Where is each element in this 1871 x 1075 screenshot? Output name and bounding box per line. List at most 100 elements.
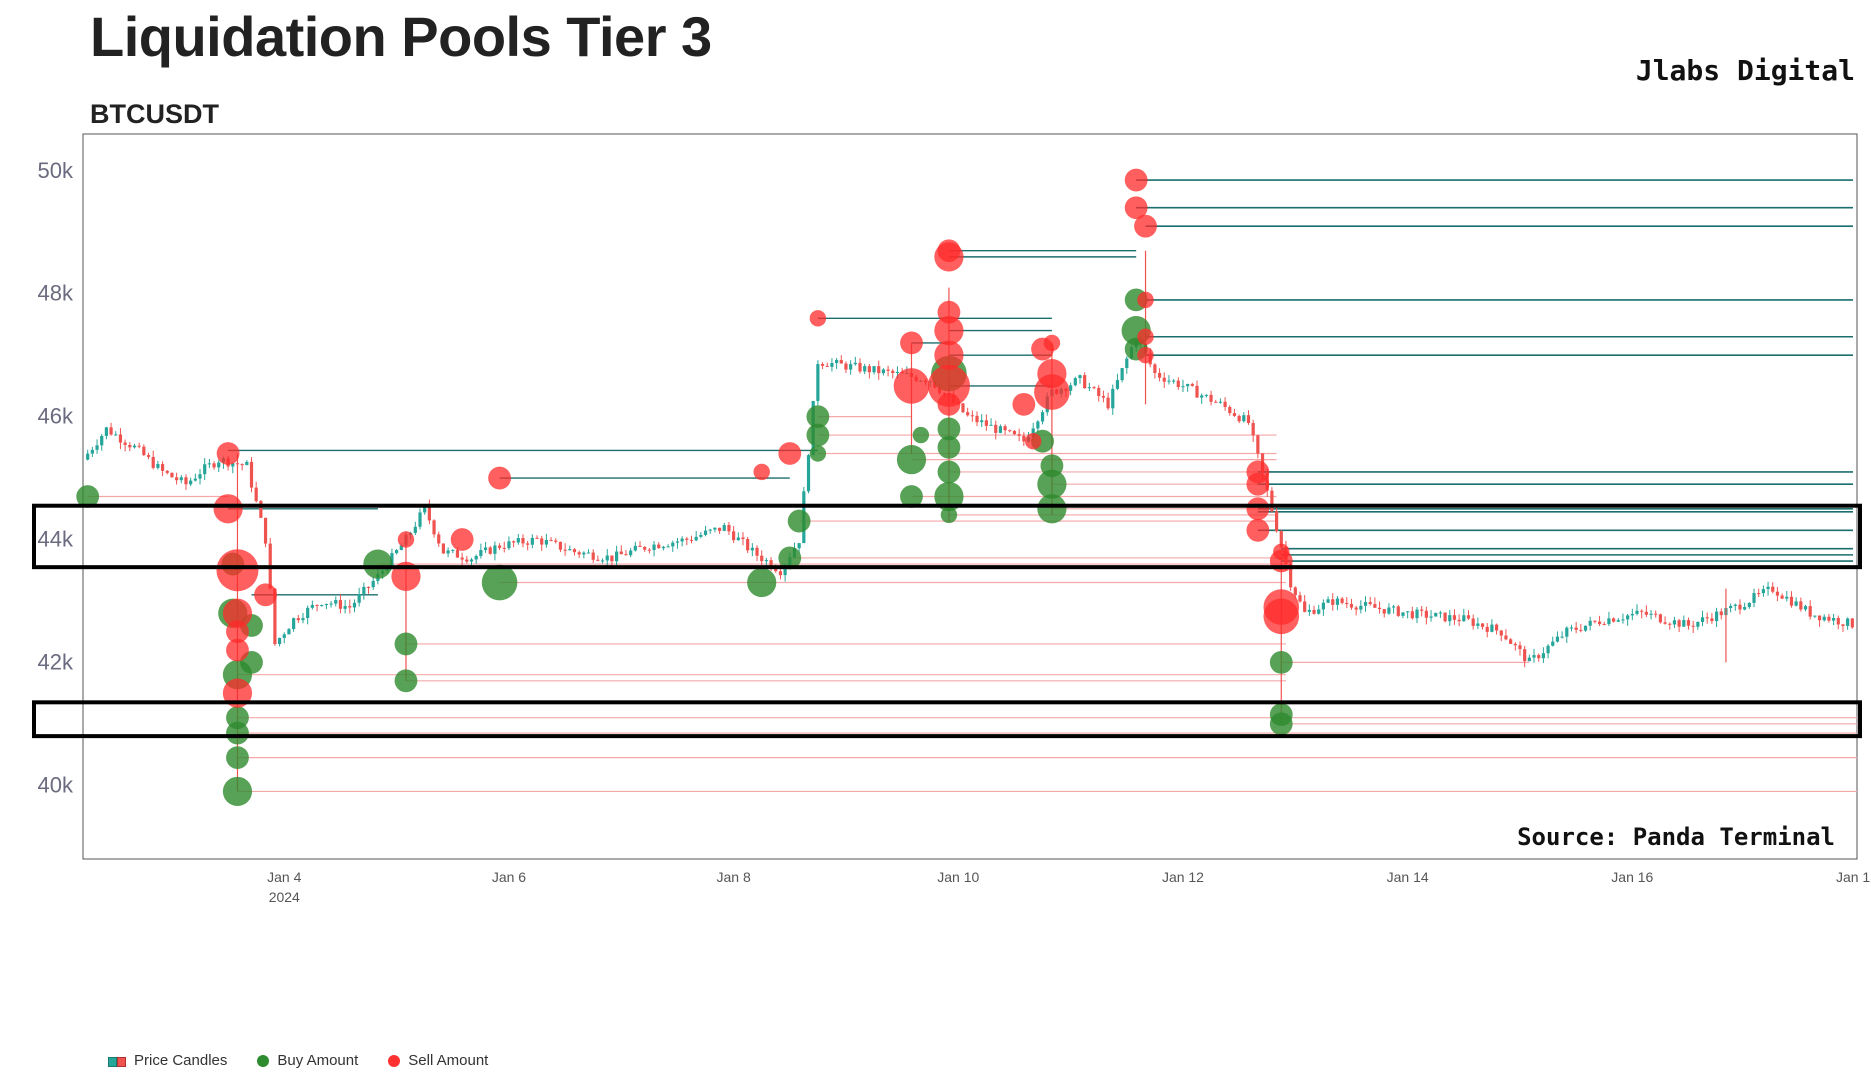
sell-bubble <box>216 442 240 465</box>
candle-body <box>1509 639 1513 644</box>
candle-body <box>652 544 656 551</box>
candle-body <box>198 474 202 479</box>
candle-body <box>418 512 422 527</box>
candle-body <box>1738 604 1742 610</box>
candle-body <box>1654 613 1658 615</box>
candle-body <box>1700 617 1705 622</box>
candle-body <box>1523 649 1527 662</box>
legend-label: Price Candles <box>134 1052 228 1069</box>
candle-body <box>1345 602 1349 604</box>
candle-body <box>469 559 474 562</box>
buy-bubble <box>394 632 418 656</box>
candle-body <box>240 464 244 466</box>
sell-bubble <box>753 463 770 481</box>
candle-body <box>1040 412 1045 422</box>
candle-body <box>1340 598 1344 603</box>
candle-body <box>432 520 436 535</box>
sell-bubble <box>1024 433 1042 450</box>
legend-item-price-candles[interactable]: Price Candles <box>106 1052 227 1069</box>
candle-body <box>1691 625 1695 627</box>
x-tick-label: Jan 14 <box>1387 869 1429 885</box>
candle-body <box>324 603 328 606</box>
candle-body <box>1541 653 1545 659</box>
candle-body <box>839 359 843 364</box>
candle-body <box>1841 624 1845 626</box>
candle-body <box>1663 622 1667 624</box>
candle-body <box>1490 624 1494 632</box>
candle-body <box>1626 615 1630 620</box>
candle-body <box>1555 636 1560 642</box>
candle-body <box>586 552 591 554</box>
y-tick-label: 40k <box>38 772 74 797</box>
candle-body <box>334 600 338 604</box>
candle-body <box>521 538 525 544</box>
buy-dot-icon <box>257 1054 270 1067</box>
candle-body <box>1008 430 1012 432</box>
candle-body <box>1457 619 1461 622</box>
candle-body <box>1270 490 1274 512</box>
legend-item-sell-amount[interactable]: Sell Amount <box>388 1052 488 1069</box>
sell-bubble <box>893 368 930 404</box>
candle-body <box>207 463 211 465</box>
candle-body <box>95 445 99 450</box>
legend-item-buy-amount[interactable]: Buy Amount <box>257 1052 358 1069</box>
candle-body <box>395 550 399 554</box>
candle-body <box>1480 623 1485 627</box>
sell-bubble <box>1124 168 1148 192</box>
candle-body <box>1729 605 1733 609</box>
candle-body <box>1022 435 1026 442</box>
candle-body <box>994 424 998 433</box>
candle-body <box>1335 598 1340 605</box>
buy-bubble <box>937 435 961 459</box>
candle-body <box>849 364 853 370</box>
candle-body <box>577 552 581 555</box>
sell-bubble <box>927 364 970 407</box>
candle-body <box>1771 586 1775 592</box>
y-tick-label: 42k <box>38 649 74 674</box>
candle-body <box>1658 614 1663 623</box>
candle-body <box>554 540 558 542</box>
candle-body <box>671 542 675 547</box>
candle-body <box>619 551 623 555</box>
x-tick-year-label: 2024 <box>269 889 300 905</box>
candle-body <box>104 427 109 436</box>
candle-body <box>1401 612 1405 616</box>
buy-bubble <box>1037 469 1067 499</box>
candle-body <box>891 370 895 374</box>
candle-body <box>446 550 450 554</box>
candle-body <box>1317 609 1321 614</box>
candle-body <box>526 543 530 545</box>
candle-body <box>1649 613 1653 615</box>
candle-body <box>778 571 783 576</box>
candle-body <box>1326 599 1330 603</box>
candle-body <box>1518 645 1522 650</box>
candle-body <box>1087 387 1091 389</box>
candle-body <box>1218 401 1223 403</box>
buy-bubble <box>1037 494 1067 524</box>
candle-body <box>427 505 431 521</box>
candle-body <box>1499 630 1503 636</box>
candle-body <box>1766 586 1770 590</box>
buy-bubble <box>912 426 930 444</box>
candle-body <box>820 364 825 366</box>
x-tick-label: Jan 10 <box>937 869 979 885</box>
sell-bubble <box>222 598 253 628</box>
candle-body <box>741 537 745 540</box>
candle-body <box>675 541 680 543</box>
buy-bubble <box>806 423 830 447</box>
candle-body <box>512 541 516 543</box>
candle-body <box>629 550 633 556</box>
candle-body <box>1597 621 1602 625</box>
candle-body <box>109 427 113 435</box>
candle-body <box>1298 595 1302 602</box>
candle-body <box>338 600 343 609</box>
candle-body <box>872 366 876 373</box>
sell-bubble <box>1012 392 1036 416</box>
candle-body <box>806 455 811 492</box>
candle-body <box>596 559 600 561</box>
candle-body <box>540 538 544 545</box>
brand-label: Jlabs Digital <box>1635 54 1855 87</box>
candle-body <box>146 455 151 457</box>
candle-body <box>1817 615 1822 621</box>
candle-body <box>217 462 221 468</box>
